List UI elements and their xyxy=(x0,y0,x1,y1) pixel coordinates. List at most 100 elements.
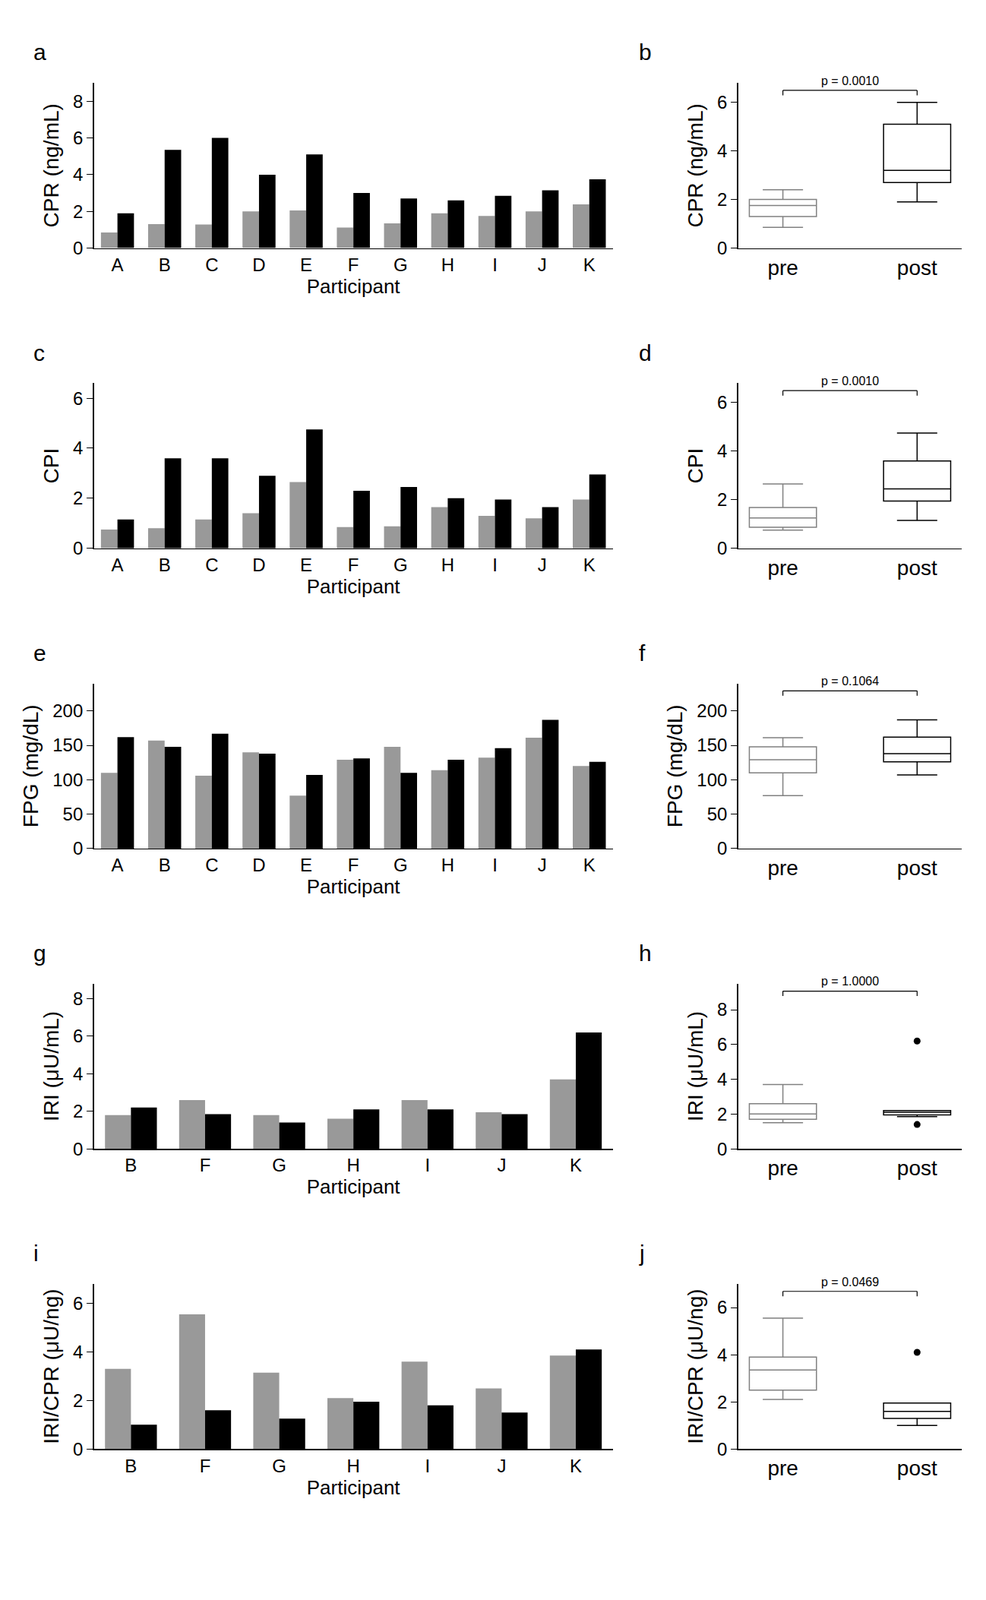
svg-text:J: J xyxy=(496,1154,506,1176)
svg-text:4: 4 xyxy=(717,440,727,462)
svg-text:I: I xyxy=(492,854,498,876)
svg-text:4: 4 xyxy=(72,1063,83,1084)
svg-text:A: A xyxy=(111,554,124,576)
svg-text:K: K xyxy=(583,554,596,576)
svg-text:pre: pre xyxy=(767,1156,798,1180)
svg-text:4: 4 xyxy=(717,140,727,162)
svg-text:G: G xyxy=(271,1455,287,1476)
svg-text:CPI: CPI xyxy=(39,448,64,484)
svg-text:100: 100 xyxy=(52,769,83,791)
svg-text:post: post xyxy=(897,856,938,880)
svg-text:2: 2 xyxy=(717,489,727,510)
svg-text:200: 200 xyxy=(52,700,83,721)
svg-text:6: 6 xyxy=(72,127,83,149)
svg-text:2: 2 xyxy=(717,189,727,210)
svg-text:pre: pre xyxy=(767,255,798,280)
svg-text:post: post xyxy=(897,1156,938,1180)
svg-text:0: 0 xyxy=(717,237,727,259)
svg-text:A: A xyxy=(111,254,124,275)
svg-text:post: post xyxy=(897,556,938,580)
svg-text:G: G xyxy=(393,254,408,275)
svg-text:CPR (ng/mL): CPR (ng/mL) xyxy=(39,103,64,228)
svg-text:0: 0 xyxy=(72,837,83,859)
svg-text:0: 0 xyxy=(72,537,83,559)
svg-text:Participant: Participant xyxy=(306,1475,402,1499)
svg-text:p = 0.1064: p = 0.1064 xyxy=(821,674,879,688)
svg-text:CPI: CPI xyxy=(683,448,708,484)
svg-text:K: K xyxy=(583,254,596,275)
svg-text:4: 4 xyxy=(72,164,83,185)
svg-text:IRI/CPR (μU/ng): IRI/CPR (μU/ng) xyxy=(683,1288,708,1444)
svg-text:FPG (mg/dL): FPG (mg/dL) xyxy=(663,704,687,828)
svg-text:K: K xyxy=(569,1455,582,1476)
svg-text:200: 200 xyxy=(696,700,727,721)
svg-text:IRI/CPR (μU/ng): IRI/CPR (μU/ng) xyxy=(39,1288,64,1444)
svg-text:4: 4 xyxy=(717,1068,727,1090)
svg-text:2: 2 xyxy=(72,201,83,222)
svg-text:6: 6 xyxy=(717,91,727,113)
svg-text:J: J xyxy=(496,1455,506,1476)
svg-text:H: H xyxy=(347,1154,361,1176)
svg-text:6: 6 xyxy=(72,1025,83,1047)
svg-text:E: E xyxy=(300,854,313,876)
svg-text:F: F xyxy=(347,254,360,275)
svg-text:100: 100 xyxy=(696,769,727,791)
svg-text:d: d xyxy=(638,340,652,366)
svg-text:B: B xyxy=(158,254,171,275)
svg-text:J: J xyxy=(537,254,547,275)
svg-text:IRI (μU/mL): IRI (μU/mL) xyxy=(683,1011,708,1122)
svg-text:post: post xyxy=(897,1456,938,1480)
svg-text:Participant: Participant xyxy=(306,1175,402,1198)
svg-text:150: 150 xyxy=(52,734,83,756)
svg-text:4: 4 xyxy=(72,437,83,459)
svg-text:K: K xyxy=(583,854,596,876)
svg-text:Participant: Participant xyxy=(306,875,402,898)
svg-text:H: H xyxy=(441,254,455,275)
svg-text:D: D xyxy=(252,554,266,576)
svg-text:I: I xyxy=(492,554,498,576)
svg-text:8: 8 xyxy=(72,91,83,112)
svg-text:FPG (mg/dL): FPG (mg/dL) xyxy=(18,704,43,828)
svg-text:p = 0.0010: p = 0.0010 xyxy=(821,374,879,388)
svg-text:F: F xyxy=(347,554,360,576)
svg-text:C: C xyxy=(205,854,219,876)
svg-text:0: 0 xyxy=(72,1138,83,1160)
svg-text:6: 6 xyxy=(72,1292,83,1314)
svg-text:50: 50 xyxy=(707,803,728,825)
svg-text:f: f xyxy=(638,640,646,666)
svg-text:p = 1.0000: p = 1.0000 xyxy=(821,974,879,988)
svg-text:E: E xyxy=(300,554,313,576)
svg-text:150: 150 xyxy=(696,734,727,756)
svg-text:6: 6 xyxy=(717,1296,727,1318)
svg-text:j: j xyxy=(638,1240,645,1266)
svg-text:8: 8 xyxy=(717,998,727,1020)
svg-text:G: G xyxy=(393,554,408,576)
svg-text:h: h xyxy=(638,940,652,966)
svg-text:6: 6 xyxy=(717,391,727,413)
svg-text:2: 2 xyxy=(72,1390,83,1411)
svg-text:IRI (μU/mL): IRI (μU/mL) xyxy=(39,1011,64,1122)
svg-text:6: 6 xyxy=(72,388,83,409)
svg-text:pre: pre xyxy=(767,1456,798,1480)
svg-text:g: g xyxy=(33,940,47,966)
svg-text:I: I xyxy=(424,1455,430,1476)
svg-text:0: 0 xyxy=(717,537,727,559)
svg-text:K: K xyxy=(569,1154,582,1176)
svg-text:Participant: Participant xyxy=(306,274,402,298)
svg-text:4: 4 xyxy=(717,1344,727,1366)
svg-text:0: 0 xyxy=(717,837,727,859)
svg-text:2: 2 xyxy=(717,1391,727,1413)
svg-text:A: A xyxy=(111,854,124,876)
svg-text:p = 0.0010: p = 0.0010 xyxy=(821,74,879,88)
svg-text:G: G xyxy=(393,854,408,876)
svg-text:0: 0 xyxy=(717,1138,727,1160)
svg-text:a: a xyxy=(33,39,47,65)
svg-text:50: 50 xyxy=(63,803,84,825)
svg-text:0: 0 xyxy=(72,1438,83,1460)
svg-text:post: post xyxy=(897,255,938,280)
svg-text:F: F xyxy=(199,1455,212,1476)
svg-text:J: J xyxy=(537,854,547,876)
svg-text:pre: pre xyxy=(767,556,798,580)
svg-text:B: B xyxy=(158,554,171,576)
svg-text:Participant: Participant xyxy=(306,575,402,598)
